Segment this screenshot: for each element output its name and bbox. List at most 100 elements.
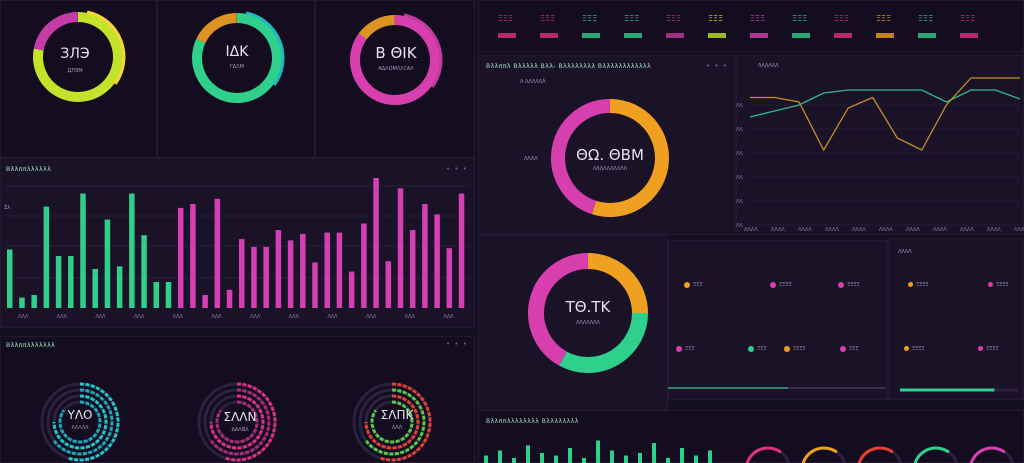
bar bbox=[287, 240, 294, 308]
legend-label: ΞΞΞ bbox=[849, 346, 859, 352]
legend-dot bbox=[748, 346, 754, 352]
bottom-panel-menu-icon[interactable]: • • • bbox=[446, 340, 468, 348]
gauge-rest-arc bbox=[196, 13, 238, 44]
gauge-ring bbox=[215, 400, 259, 444]
y-tick-label: ΛΛ bbox=[736, 103, 743, 109]
right-stats-panel bbox=[888, 238, 1024, 400]
bar bbox=[409, 230, 416, 308]
strip-item: ΞΞΞ bbox=[792, 14, 808, 23]
bar-chart-menu-icon[interactable]: • • • bbox=[446, 165, 468, 173]
legend-label: ΞΞΞΞ bbox=[847, 282, 860, 288]
gauge-ring bbox=[379, 382, 432, 462]
bar bbox=[422, 204, 428, 308]
donut-main-menu-icon[interactable]: • • • bbox=[706, 62, 728, 70]
x-tick-label: ΛΛΛ bbox=[443, 314, 454, 320]
gauge-ring bbox=[52, 394, 108, 450]
gauge-3-value: Β ΘΙΚ bbox=[375, 44, 417, 62]
bar bbox=[153, 282, 160, 308]
bar bbox=[7, 249, 13, 308]
gauge-3-sub: ΑΔΛΟΜΛΛΞΑΛ bbox=[378, 66, 414, 72]
gauge-ring bbox=[209, 388, 271, 456]
gauge-arc bbox=[857, 446, 894, 463]
x-tick-label: ΛΛΛ bbox=[211, 314, 222, 320]
donut-second-chart bbox=[528, 253, 648, 373]
x-tick-label: ΛΛΛ bbox=[18, 314, 29, 320]
gauge-arc bbox=[192, 13, 282, 103]
legend-label: ΞΞΞΞ bbox=[793, 346, 806, 352]
x-tick-label: ΛΛΛΛ bbox=[798, 227, 812, 233]
bar bbox=[190, 204, 196, 308]
bar bbox=[239, 239, 245, 308]
gauge-arc bbox=[33, 12, 123, 102]
bar bbox=[226, 289, 233, 308]
legend-dot bbox=[684, 282, 690, 288]
gauge-2-sub: ΓΔΛΜ bbox=[230, 64, 244, 70]
bottom-right-chart bbox=[484, 440, 1015, 463]
legend-dot bbox=[676, 346, 682, 352]
gauge-rest-arc bbox=[33, 12, 79, 51]
donut-main-sub: ΛΛΛΛΛΛΛΛΛΛ bbox=[592, 166, 628, 172]
gauge-center bbox=[206, 27, 268, 89]
bar bbox=[434, 214, 440, 308]
x-tick-label: ΛΛΛ bbox=[289, 314, 300, 320]
x-tick-label: ΛΛΛ bbox=[134, 314, 145, 320]
bar bbox=[300, 233, 306, 308]
bar bbox=[652, 443, 656, 463]
bottom-gauge-2-sub: ΔΑΛΒΛ bbox=[231, 427, 249, 433]
donut-segment bbox=[528, 253, 589, 366]
bar bbox=[596, 440, 600, 463]
stat-dot bbox=[978, 346, 983, 351]
bar bbox=[165, 282, 172, 308]
y-tick-label: ΛΛ bbox=[736, 199, 743, 205]
right-panel-title: ΛΛΛΛ bbox=[898, 249, 912, 255]
strip-indicator bbox=[582, 33, 600, 38]
bottom-panel-title: Βλλππλλλλλλλ bbox=[6, 342, 56, 349]
bar bbox=[458, 193, 465, 308]
gauge-center bbox=[47, 26, 109, 88]
gauge-arc bbox=[969, 446, 1006, 463]
legend-label: ΞΞΞΞ bbox=[779, 282, 792, 288]
gauge-ring bbox=[52, 388, 114, 456]
x-tick-label: ΛΛΛΛ bbox=[852, 227, 866, 233]
bar bbox=[666, 458, 670, 463]
bar bbox=[324, 232, 330, 308]
bottom-gauge-1-sub: ΛΛΛΛΛ bbox=[71, 425, 89, 431]
strip-item: ΞΞΞ bbox=[624, 14, 640, 23]
bar bbox=[19, 297, 25, 308]
donut-main-value: ΘΩ. ΘΒΜ bbox=[576, 146, 644, 164]
gauge-arc bbox=[801, 446, 838, 463]
strip-indicator bbox=[960, 33, 978, 38]
gauge-arc bbox=[350, 15, 440, 105]
bar bbox=[275, 230, 282, 308]
stat-dot bbox=[904, 346, 909, 351]
strip-indicator bbox=[624, 33, 642, 38]
strip-indicator bbox=[540, 33, 558, 38]
donut-main-title: Βλλππλ Βλλλλλ Βλλ- Βλλλλλλλλ Βλλλλλλλλλλ… bbox=[486, 63, 652, 70]
gauge-ring bbox=[364, 388, 426, 456]
gauge-1-sub: ДЛЭМ bbox=[67, 68, 83, 74]
strip-item: ΞΞΞ bbox=[834, 14, 850, 23]
x-tick-label: ΛΛΛΛ bbox=[987, 227, 1001, 233]
x-tick-label: ΛΛΛ bbox=[95, 314, 106, 320]
bar bbox=[129, 193, 135, 308]
y-tick-label: ΛΛ bbox=[736, 127, 743, 133]
x-tick-label: ΛΛΛΛ bbox=[825, 227, 839, 233]
gauge-outer-arc bbox=[245, 11, 285, 86]
donut-main-side-label: ΛΛΛΛ bbox=[524, 156, 538, 162]
bar bbox=[385, 261, 392, 308]
legend-dot bbox=[770, 282, 776, 288]
stat-dot bbox=[908, 282, 913, 287]
legend-dot bbox=[838, 282, 844, 288]
bar bbox=[526, 445, 530, 463]
bar bbox=[202, 295, 208, 308]
strip-item: ΞΞΞ bbox=[708, 14, 724, 23]
legend-label: ΞΞΞ bbox=[693, 282, 703, 288]
strip-item: ΞΞΞ bbox=[918, 14, 934, 23]
bar-chart-panel bbox=[0, 158, 475, 328]
gauge-outer-arc bbox=[403, 13, 443, 88]
donut-second-sub: ΛΛΛΛΛΛΛ bbox=[576, 320, 600, 326]
stat-label: ΞΞΞΞ bbox=[996, 282, 1009, 288]
top-gauges bbox=[33, 10, 443, 105]
bar bbox=[582, 458, 586, 463]
